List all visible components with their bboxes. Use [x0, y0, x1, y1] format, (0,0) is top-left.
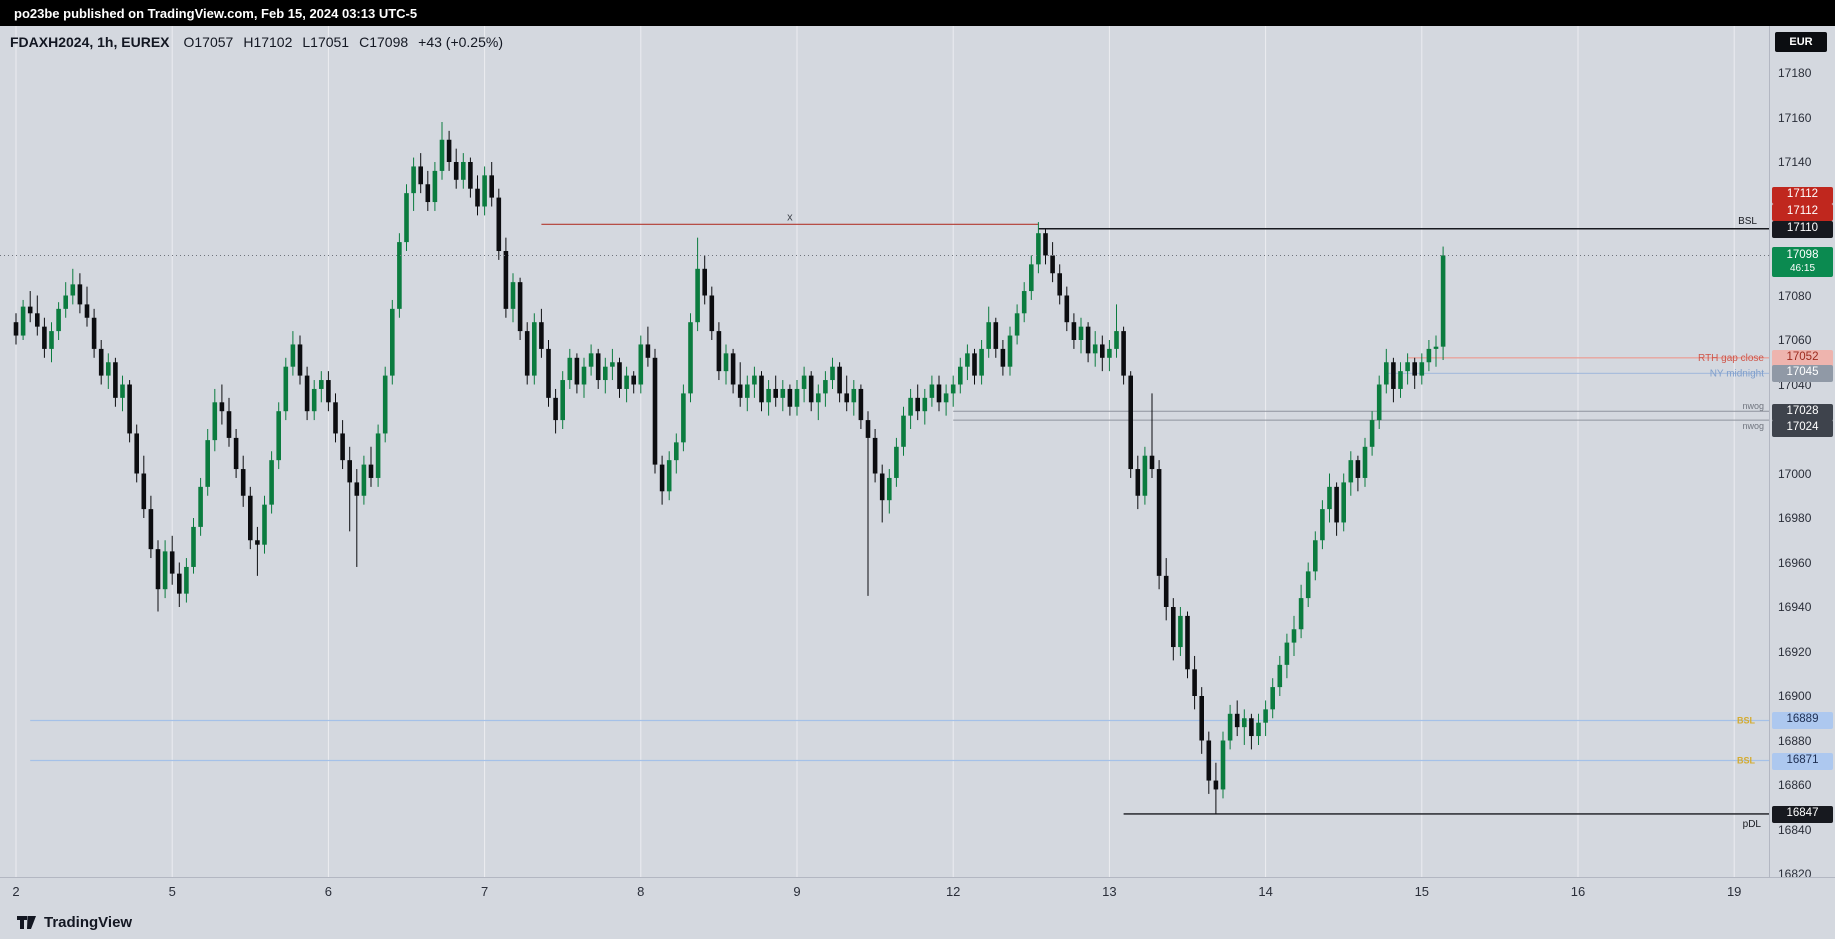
time-label: 7 — [480, 884, 489, 899]
price-badge: 16847 — [1772, 805, 1833, 823]
currency-label[interactable]: EUR — [1775, 32, 1827, 52]
price-tick: 16860 — [1778, 778, 1812, 792]
time-axis[interactable]: 2 5 6 7 8 9 12 13 14 15 16 19 — [0, 877, 1835, 905]
time-label: 6 — [324, 884, 333, 899]
price-badge: 16871 — [1772, 752, 1833, 770]
bsl-lower-blue-line-label: BSL — [1737, 756, 1756, 766]
overlay-lines-layer — [30, 223, 1769, 815]
symbol-title[interactable]: FDAXH2024, 1h, EUREX — [10, 34, 170, 50]
time-label: 2 — [12, 884, 20, 899]
time-label: 5 — [168, 884, 176, 899]
ohlc-low: L17051 — [302, 34, 350, 50]
chart-main-row: x BSL RTH gap close NY midnight nwog nwog BSL B… — [0, 26, 1835, 881]
price-tick: 16960 — [1778, 555, 1812, 570]
publish-bar-text: po23be published on TradingView.com, Feb… — [14, 5, 418, 21]
time-label: 12 — [945, 884, 961, 899]
labels-layer: x BSL RTH gap close NY midnight nwog nwog BSL B… — [0, 211, 1769, 830]
change-value: +43 (+0.25%) — [418, 34, 503, 50]
tradingview-logo-icon[interactable] — [16, 912, 37, 933]
time-label: 19 — [1726, 884, 1742, 899]
price-badge: 17045 — [1772, 364, 1833, 382]
bsl-line-label: BSL — [1738, 216, 1757, 227]
price-tick: 16840 — [1778, 822, 1812, 837]
price-tick: 16980 — [1778, 511, 1812, 525]
candles-layer — [13, 121, 1446, 814]
price-badge: 17052 — [1772, 349, 1833, 367]
pdl-line-label: pDL — [1743, 819, 1762, 830]
rth-gap-close-line-label: RTH gap close — [1698, 353, 1764, 364]
time-label: 15 — [1414, 884, 1430, 899]
price-tick: 17000 — [1778, 466, 1812, 481]
grid-layer — [15, 26, 1735, 877]
publish-bar: po23be published on TradingView.com, Feb… — [0, 0, 1835, 26]
price-chart-canvas[interactable]: x BSL RTH gap close NY midnight nwog nwog BSL B… — [0, 26, 1769, 877]
time-label: 9 — [793, 884, 801, 899]
ohlc-high: H17102 — [243, 34, 293, 50]
price-badge: 17024 — [1772, 419, 1833, 437]
price-badge: 17112 — [1772, 186, 1833, 204]
ohlc-open: O17057 — [183, 34, 234, 50]
time-label: 13 — [1102, 884, 1117, 899]
tradingview-brand-text[interactable]: TradingView — [44, 913, 133, 931]
price-badge: 17098 46:15 — [1772, 247, 1833, 277]
chart-pane[interactable]: x BSL RTH gap close NY midnight nwog nwog BSL B… — [0, 26, 1769, 877]
price-tick: 16900 — [1778, 689, 1812, 703]
raid-line-label: x — [787, 211, 793, 223]
price-badge: 17028 — [1772, 403, 1833, 421]
nwog-upper-line-label: nwog — [1742, 401, 1764, 411]
price-badge: 17110 — [1772, 220, 1833, 238]
symbol-header: FDAXH2024, 1h, EUREX O17057 H17102 L1705… — [10, 34, 513, 50]
price-tick: 16920 — [1778, 644, 1812, 659]
time-label: 8 — [637, 884, 645, 899]
footer-bar: TradingView — [0, 905, 1835, 939]
price-tick: 17140 — [1778, 155, 1812, 169]
nwog-lower-line-label: nwog — [1742, 421, 1764, 431]
price-tick: 16880 — [1778, 733, 1812, 748]
ny-midnight-line-label: NY midnight — [1710, 368, 1765, 379]
price-tick: 17060 — [1778, 333, 1812, 347]
bsl-upper-blue-line-label: BSL — [1737, 715, 1756, 725]
price-tick: 17160 — [1778, 110, 1812, 125]
time-label: 16 — [1570, 884, 1586, 899]
price-badge: 16889 — [1772, 711, 1833, 729]
price-tick: 17180 — [1778, 66, 1812, 80]
time-label: 14 — [1258, 884, 1273, 899]
price-tick: 16940 — [1778, 600, 1812, 614]
price-badge: 17112 — [1772, 203, 1833, 221]
price-tick: 17080 — [1778, 288, 1812, 303]
ohlc-close: C17098 — [359, 34, 409, 50]
price-axis[interactable]: EUR 17180 17160 17140 17080 17060 17040 17000 1… — [1769, 26, 1835, 881]
